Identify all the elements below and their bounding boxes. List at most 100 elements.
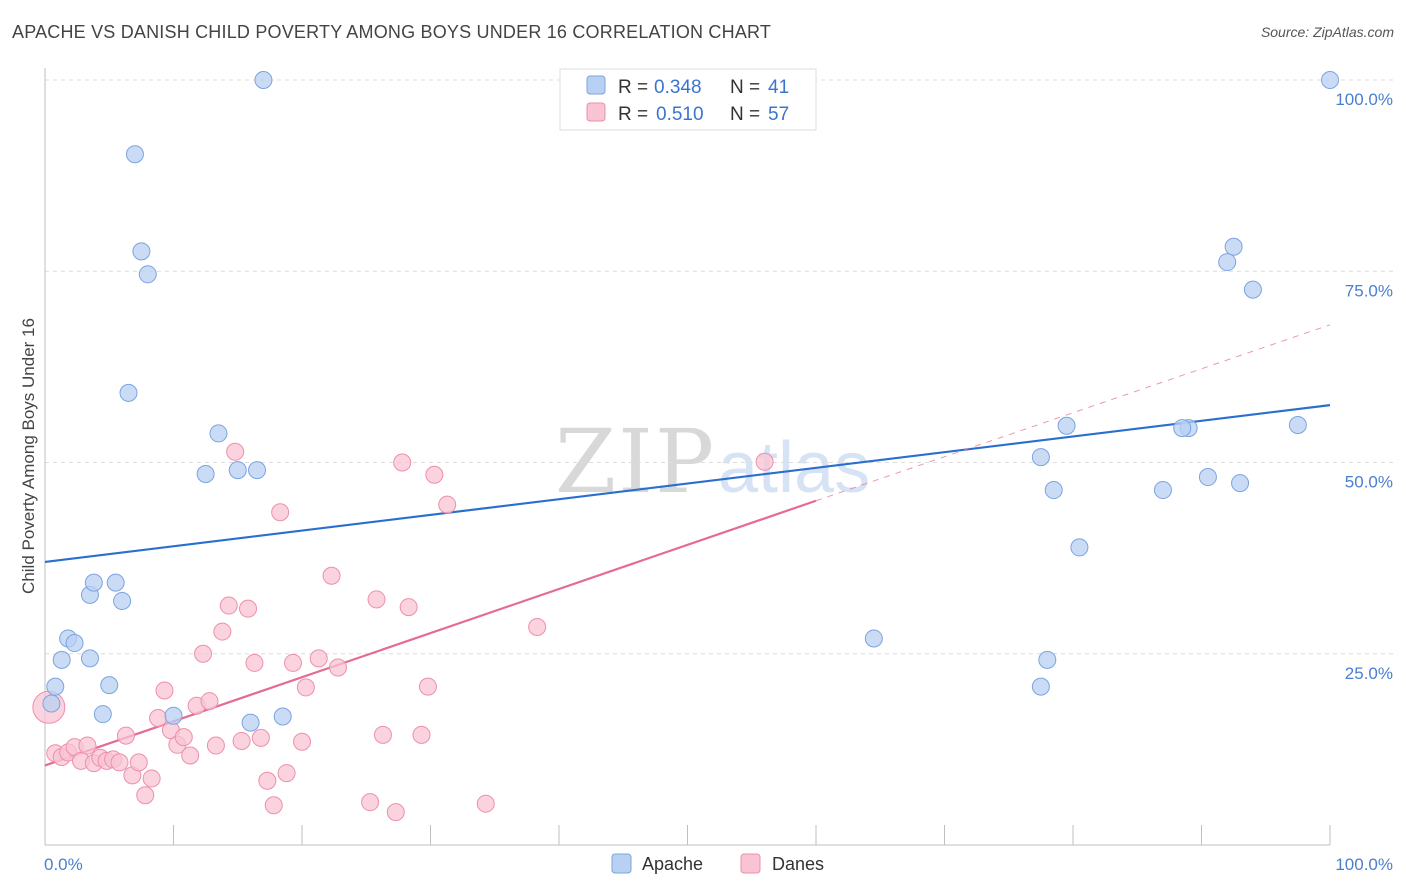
point-danes xyxy=(200,692,219,711)
point-apache xyxy=(138,265,157,284)
legend-r-value: 0.510 xyxy=(656,104,704,125)
point-apache xyxy=(1031,677,1050,696)
point-danes xyxy=(367,590,386,609)
y-tick-label: 75.0% xyxy=(1345,281,1393,300)
point-danes xyxy=(226,442,245,461)
legend-n-label: N = xyxy=(730,77,760,98)
point-danes xyxy=(425,465,444,484)
point-danes xyxy=(438,495,457,514)
legend-n-value: 41 xyxy=(768,77,789,98)
bottom-legend-swatch-apache xyxy=(611,853,632,874)
y-axis-label: Child Poverty Among Boys Under 16 xyxy=(19,318,38,594)
trend-line-apache xyxy=(44,404,1331,564)
svg-text:atlas: atlas xyxy=(718,428,870,508)
point-danes xyxy=(129,753,148,772)
point-danes xyxy=(206,736,225,755)
legend-n-label: N = xyxy=(730,104,760,125)
point-danes xyxy=(293,732,311,751)
point-danes xyxy=(393,453,412,472)
point-danes xyxy=(528,617,547,636)
point-apache xyxy=(209,424,228,443)
y-tick-label: 100.0% xyxy=(1335,90,1393,109)
point-apache xyxy=(65,634,84,653)
point-apache xyxy=(1070,538,1089,557)
point-danes xyxy=(418,677,437,696)
data-points xyxy=(32,71,1339,822)
point-apache xyxy=(1173,419,1192,438)
point-danes xyxy=(271,503,290,522)
point-danes xyxy=(309,649,328,668)
point-apache xyxy=(100,676,119,695)
tick-labels: 25.0% 50.0% 75.0% 100.0% 0.0% 100.0% xyxy=(44,90,1393,874)
point-apache xyxy=(84,573,103,592)
point-danes xyxy=(181,746,200,765)
point-danes xyxy=(412,725,431,744)
point-danes xyxy=(361,793,380,812)
point-apache xyxy=(106,573,125,592)
point-danes xyxy=(476,794,495,813)
point-apache xyxy=(164,706,183,725)
point-danes xyxy=(277,764,296,783)
legend-r-label: R = xyxy=(618,77,648,98)
point-apache xyxy=(80,649,99,668)
point-apache xyxy=(93,705,112,724)
point-danes xyxy=(386,803,405,822)
point-apache xyxy=(42,694,61,713)
point-danes xyxy=(373,725,392,744)
point-danes xyxy=(213,622,232,641)
point-danes xyxy=(251,728,270,747)
point-apache xyxy=(864,629,883,648)
y-tick-label: 50.0% xyxy=(1345,473,1393,492)
point-apache xyxy=(113,591,132,610)
gridlines xyxy=(45,79,1395,655)
point-danes xyxy=(219,596,238,615)
stats-legend: R = 0.348 N = 41 R = 0.510 N = 57 xyxy=(559,68,817,131)
point-danes xyxy=(78,736,97,755)
point-apache xyxy=(125,145,144,164)
x-tick-label: 100.0% xyxy=(1335,855,1393,874)
point-danes xyxy=(116,726,135,745)
point-apache xyxy=(1218,253,1237,272)
point-danes xyxy=(328,658,347,677)
source-credit: Source: ZipAtlas.com xyxy=(1260,24,1394,40)
point-apache xyxy=(196,464,215,483)
point-danes xyxy=(142,769,161,788)
point-apache xyxy=(1031,448,1050,467)
point-danes xyxy=(755,452,774,471)
point-danes xyxy=(136,786,155,805)
chart-title: APACHE VS DANISH CHILD POVERTY AMONG BOY… xyxy=(12,22,772,42)
point-danes xyxy=(258,771,277,790)
point-danes xyxy=(322,566,341,585)
point-apache xyxy=(52,650,71,669)
point-apache xyxy=(248,461,267,480)
point-danes xyxy=(194,644,213,663)
legend-swatch-danes xyxy=(586,102,606,122)
point-danes xyxy=(284,653,303,672)
point-danes xyxy=(296,678,315,697)
point-danes xyxy=(155,681,174,700)
legend-swatch-apache xyxy=(586,75,606,95)
point-danes xyxy=(239,599,258,618)
point-apache xyxy=(1231,474,1250,493)
legend-r-label: R = xyxy=(618,104,648,125)
point-danes xyxy=(149,709,168,728)
point-danes xyxy=(264,796,283,815)
legend-r-value: 0.348 xyxy=(654,77,702,98)
point-danes xyxy=(232,731,251,750)
point-apache xyxy=(1288,416,1307,435)
point-apache xyxy=(241,713,260,732)
watermark: ZIP atlas xyxy=(555,410,870,513)
point-apache xyxy=(228,461,247,480)
point-apache xyxy=(1057,416,1076,435)
trend-line-danes-extrapolated xyxy=(815,324,1331,502)
x-tick-label: 0.0% xyxy=(44,855,83,874)
point-danes xyxy=(110,753,129,772)
point-apache xyxy=(1038,650,1057,669)
point-apache xyxy=(273,707,292,726)
point-danes xyxy=(399,598,418,617)
bottom-legend-swatch-danes xyxy=(740,853,761,874)
bottom-legend-apache: Apache xyxy=(642,854,703,874)
point-apache xyxy=(1153,481,1172,500)
point-apache xyxy=(1198,468,1217,487)
